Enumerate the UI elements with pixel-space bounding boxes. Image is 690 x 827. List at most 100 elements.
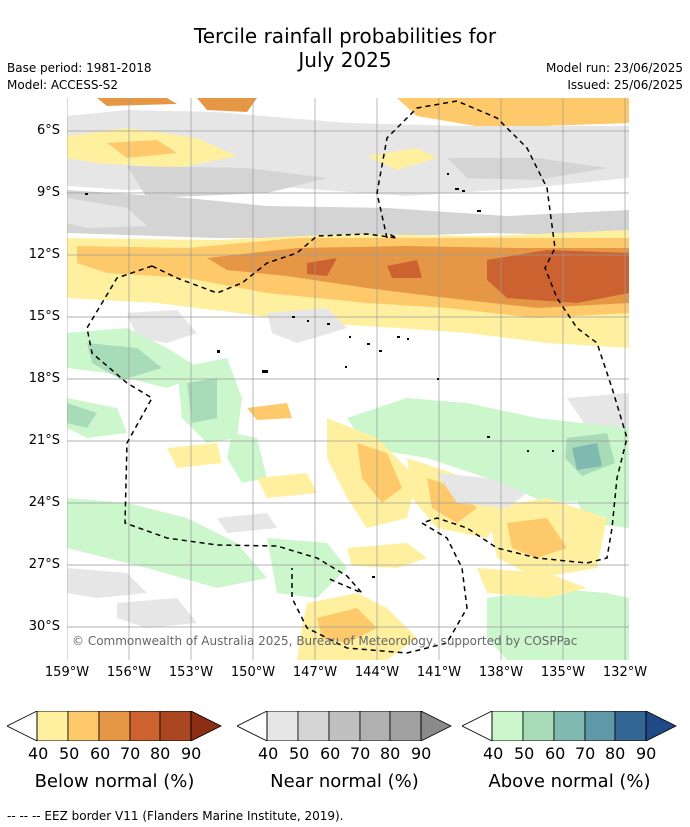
issued-date: Issued: 25/06/2025	[567, 78, 683, 92]
legend-tick: 90	[181, 744, 202, 763]
lat-label-27s: 27°S	[28, 557, 60, 572]
legend-tick: 50	[59, 744, 80, 763]
below-patch-south2-mid	[357, 443, 402, 503]
legend-swatch	[584, 711, 616, 741]
legend-swatch	[389, 711, 422, 741]
near-dark-top	[127, 158, 607, 198]
legend-swatch	[297, 711, 330, 741]
lat-label-15s: 15°S	[28, 309, 60, 324]
legend-tick: 40	[258, 744, 279, 763]
legend-swatch	[328, 711, 361, 741]
lon-label-132w: 132°W	[602, 665, 648, 680]
legend-tick: 40	[28, 744, 49, 763]
eez-border-central	[151, 232, 398, 294]
legend-tick: 50	[514, 744, 535, 763]
legend-swatch	[614, 711, 647, 741]
lon-label-144w: 144°W	[354, 665, 400, 680]
lon-label-156w: 156°W	[106, 665, 152, 680]
rainfall-map	[67, 98, 629, 660]
below-band-main-darker	[487, 250, 629, 303]
legend-title-above: Above normal (%)	[488, 771, 651, 792]
lat-label-21s: 21°S	[28, 433, 60, 448]
legend-swatch	[98, 711, 131, 741]
above-zone-south	[487, 588, 629, 660]
legend-arrow-right	[420, 711, 452, 741]
legend-swatch	[491, 711, 524, 741]
lat-label-9s: 9°S	[36, 185, 60, 200]
legend-above-normal	[462, 711, 677, 741]
near-patch-south4	[217, 513, 277, 533]
legend-tick: 70	[575, 744, 596, 763]
legend-tick: 70	[120, 744, 141, 763]
lon-label-147w: 147°W	[292, 665, 338, 680]
eez-footnote: -- -- -- EEZ border V11 (Flanders Marine…	[7, 809, 344, 823]
legend-swatch	[553, 711, 586, 741]
below-band-top	[67, 98, 629, 128]
lon-label-159w: 159°W	[44, 665, 90, 680]
title-line-1: Tercile rainfall probabilities for	[193, 24, 497, 48]
eez-border-marquesas	[376, 100, 628, 564]
below-patch-south5	[167, 443, 222, 468]
model-run: Model run: 23/06/2025	[545, 61, 683, 75]
legend-arrow-left	[462, 711, 493, 741]
near-patch-south1	[437, 473, 527, 508]
legend-title-near: Near normal (%)	[270, 771, 419, 792]
legend-swatch	[359, 711, 391, 741]
legend-swatch	[522, 711, 555, 741]
above-zone-southwest2	[267, 538, 347, 598]
eez-border-west	[86, 265, 363, 594]
legend-tick: 80	[380, 744, 401, 763]
islands	[85, 173, 554, 578]
below-patch-south6	[347, 543, 427, 568]
below-patch-top3	[367, 148, 437, 170]
below-band-patch-dark	[307, 258, 422, 278]
legend-swatch	[159, 711, 192, 741]
meta-right: Model run: 23/06/2025 Issued: 25/06/2025	[546, 60, 683, 94]
above-zone-mid-dark	[187, 378, 217, 423]
gridlines	[67, 98, 629, 660]
above-zone-central	[347, 398, 629, 503]
meta-left: Base period: 1981-2018 Model: ACCESS-S2	[7, 60, 152, 94]
near-patch-south3	[67, 568, 147, 598]
lat-label-6s: 6°S	[36, 123, 60, 138]
model-name: Model: ACCESS-S2	[7, 78, 119, 92]
legend-arrow-left	[237, 711, 268, 741]
legend-near-normal	[237, 711, 452, 741]
below-patch-south7-mid	[317, 608, 377, 643]
below-patch-south4-mid	[507, 518, 567, 558]
above-zone-mid2	[227, 433, 267, 483]
title-line-2: July 2025	[298, 48, 392, 72]
legend-below-normal	[7, 711, 222, 741]
legend-tick: 60	[320, 744, 341, 763]
above-zone-southwest	[67, 498, 267, 588]
lat-label-30s: 30°S	[28, 619, 60, 634]
above-zone-west-dark	[87, 343, 162, 380]
lat-label-12s: 12°S	[28, 247, 60, 262]
below-patch-south8	[477, 568, 587, 598]
legend-tick: 60	[90, 744, 111, 763]
lat-label-24s: 24°S	[28, 495, 60, 510]
legend-swatch	[67, 711, 100, 741]
legend-arrow-right	[190, 711, 222, 741]
legend-tick: 90	[636, 744, 657, 763]
lon-label-138w: 138°W	[478, 665, 524, 680]
legend-tick: 80	[150, 744, 171, 763]
near-patch-west	[127, 310, 197, 343]
map-title: Tercile rainfall probabilities for July …	[0, 24, 690, 72]
eez-border-pitcairn	[291, 522, 468, 654]
lon-label-150w: 150°W	[230, 665, 276, 680]
base-period: Base period: 1981-2018	[7, 61, 152, 75]
below-patch-south3-mid	[427, 478, 477, 523]
legend-arrow-left	[7, 711, 38, 741]
below-patch-south1	[247, 403, 292, 420]
lon-label-135w: 135°W	[540, 665, 586, 680]
near-light-mid	[67, 198, 147, 228]
lat-label-18s: 18°S	[28, 371, 60, 386]
legend-swatch	[129, 711, 161, 741]
below-band-top-dark	[97, 98, 257, 112]
near-patch-east	[567, 393, 629, 428]
below-patch-south9	[257, 473, 317, 498]
legend-tick: 50	[289, 744, 310, 763]
above-zone-east-darker	[572, 443, 602, 470]
near-patch-south2	[117, 598, 197, 628]
